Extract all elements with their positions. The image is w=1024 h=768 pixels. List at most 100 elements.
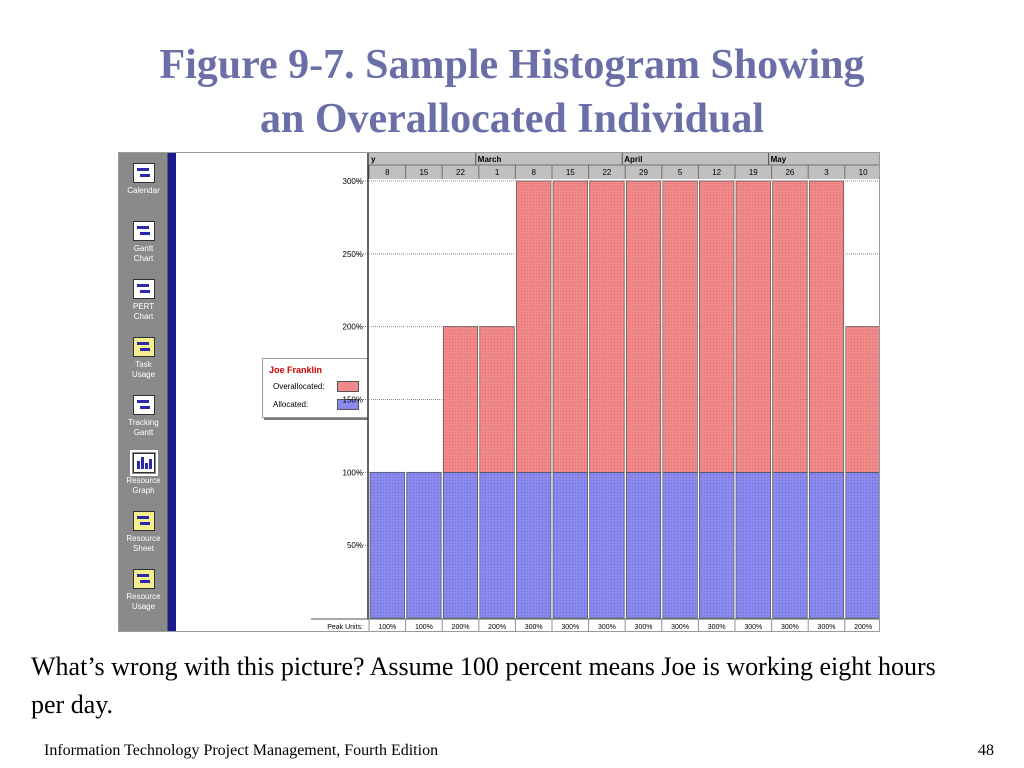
allocated-bar [845, 472, 879, 619]
overallocated-bar [625, 180, 662, 473]
view-item-label: Resource Graph [126, 476, 161, 495]
view-item-gantt-chart[interactable]: Gantt Chart [119, 221, 168, 264]
page-number: 48 [978, 742, 994, 759]
week-label: 26 [785, 168, 794, 177]
overallocated-bar [589, 180, 625, 473]
peak-units-row [311, 619, 879, 631]
allocated-bar [479, 472, 515, 619]
peak-units-value: 300% [635, 624, 653, 631]
view-item-resource-sheet[interactable]: Resource Sheet [119, 511, 168, 554]
month-label: May [771, 155, 787, 164]
overallocated-bar [699, 180, 735, 473]
project-screenshot: Calendar Gantt Chart PERT Chart Task Usage T… [118, 152, 880, 632]
y-tick-label: 250% [343, 250, 363, 259]
timescale-header [369, 153, 879, 179]
peak-units-value: 300% [818, 624, 836, 631]
overallocated-bar [479, 326, 515, 473]
peak-units-value: 300% [598, 624, 616, 631]
overallocated-bar [735, 180, 771, 473]
legend-overallocated-label: Overallocated: [273, 382, 325, 391]
week-label: 5 [678, 168, 683, 177]
week-label: 3 [824, 168, 829, 177]
peak-units-value: 100% [378, 624, 396, 631]
week-label: 10 [859, 168, 868, 177]
overallocated-bar [845, 326, 879, 473]
week-label: 12 [712, 168, 721, 177]
legend-overallocated-swatch [337, 381, 359, 392]
slide-title: Figure 9-7. Sample Histogram Showing an … [0, 38, 1024, 146]
view-item-calendar[interactable]: Calendar [119, 163, 168, 196]
peak-units-value: 200% [854, 624, 872, 631]
overallocated-bar [772, 180, 808, 473]
allocated-bar [589, 472, 625, 619]
allocated-bar [772, 472, 808, 619]
allocated-bar [516, 472, 552, 619]
view-item-label: Gantt Chart [133, 244, 154, 263]
pane-splitter[interactable] [168, 153, 176, 631]
overallocated-bar [442, 326, 479, 473]
y-tick-label: 50% [347, 541, 363, 550]
overallocated-bar [552, 180, 588, 473]
slide-title-line-1: Figure 9-7. Sample Histogram Showing [159, 42, 865, 88]
allocated-bar [808, 472, 845, 619]
allocated-bar [369, 472, 405, 619]
peak-units-value: 200% [488, 624, 506, 631]
view-item-label: Tracking Gantt [128, 418, 159, 437]
view-item-resource-usage[interactable]: Resource Usage [119, 569, 168, 612]
peak-units-value: 300% [781, 624, 799, 631]
view-bar: Calendar Gantt Chart PERT Chart Task Usage T… [119, 153, 168, 631]
view-item-pert-chart[interactable]: PERT Chart [119, 279, 168, 322]
pert-chart-icon [132, 279, 155, 299]
week-label: 8 [531, 168, 536, 177]
footer-book-title: Information Technology Project Managemen… [44, 742, 439, 759]
peak-units-label: Peak Units: [327, 624, 363, 631]
week-label: 15 [566, 168, 575, 177]
month-label: March [478, 155, 502, 164]
week-label: 19 [749, 168, 758, 177]
resource-sheet-icon [132, 511, 155, 531]
allocated-bar [442, 472, 479, 619]
legend-allocated-swatch [337, 399, 359, 410]
week-label: 22 [602, 168, 611, 177]
view-item-resource-graph[interactable]: Resource Graph [119, 450, 168, 496]
peak-units-value: 300% [671, 624, 689, 631]
peak-units-value: 200% [452, 624, 470, 631]
gantt-chart-icon [132, 221, 155, 241]
week-label: 15 [419, 168, 428, 177]
view-item-label: Calendar [127, 186, 160, 195]
peak-units-value: 300% [525, 624, 543, 631]
overallocated-bar [516, 180, 552, 473]
y-tick-label: 150% [343, 396, 363, 405]
view-item-label: PERT Chart [132, 302, 155, 321]
slide-caption: What’s wrong with this picture? Assume 1… [31, 652, 936, 719]
view-item-label: Resource Sheet [126, 534, 161, 553]
view-item-tracking-gantt[interactable]: Tracking Gantt [119, 395, 168, 438]
allocated-bar [625, 472, 662, 619]
month-label: April [624, 155, 642, 164]
resource-usage-icon [132, 569, 155, 589]
task-usage-icon [132, 337, 155, 357]
overallocated-bar [662, 180, 698, 473]
week-label: 1 [495, 168, 500, 177]
slide-title-line-2: an Overallocated Individual [259, 96, 765, 142]
peak-units-value: 300% [708, 624, 726, 631]
week-label: 29 [639, 168, 648, 177]
y-tick-label: 300% [343, 177, 363, 186]
view-item-task-usage[interactable]: Task Usage [119, 337, 168, 380]
week-label: 8 [385, 168, 390, 177]
week-label: 22 [456, 168, 465, 177]
allocated-bar [662, 472, 698, 619]
tracking-gantt-icon [132, 395, 155, 415]
peak-units-value: 300% [561, 624, 579, 631]
view-item-label: Resource Usage [126, 592, 161, 611]
allocated-bar [699, 472, 735, 619]
peak-units-value: 100% [415, 624, 433, 631]
y-tick-label: 100% [343, 468, 363, 477]
resource-left-pane: Joe Franklin Overallocated: Allocated: [176, 153, 370, 631]
overallocated-bar [808, 180, 845, 473]
allocated-bar [406, 472, 442, 619]
legend-allocated-label: Allocated: [273, 400, 309, 409]
month-label: y [371, 155, 376, 164]
y-tick-label: 200% [343, 323, 363, 332]
allocated-bar [735, 472, 771, 619]
